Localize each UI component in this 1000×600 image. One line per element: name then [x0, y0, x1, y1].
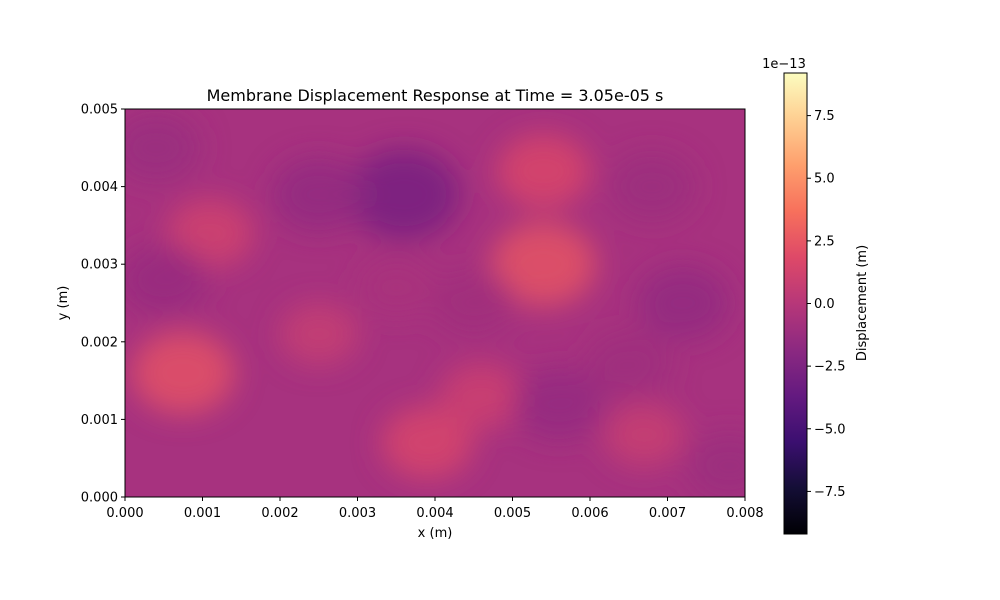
colorbar-tick-label: 2.5 [814, 234, 835, 249]
x-tick-label: 0.007 [649, 506, 686, 521]
heatmap-feature [608, 152, 696, 222]
x-tick-label: 0.003 [339, 506, 376, 521]
heatmap-feature [131, 331, 235, 415]
heatmap-features [125, 112, 745, 497]
colorbar-offset-text: 1e−13 [762, 57, 806, 72]
colorbar-tick-label: 5.0 [814, 172, 835, 187]
heatmap-feature [125, 243, 209, 316]
heatmap-feature [685, 431, 745, 497]
colorbar-label: Displacement (m) [855, 245, 870, 361]
x-tick-label: 0.004 [416, 506, 453, 521]
heatmap-feature [279, 303, 359, 365]
heatmap-feature [125, 112, 201, 183]
heatmap-feature [439, 363, 524, 430]
heatmap-feature [636, 265, 730, 341]
colorbar-tick-label: −7.5 [814, 485, 846, 500]
colorbar-tick-label: 0.0 [814, 297, 835, 312]
y-tick-label: 0.001 [81, 413, 118, 428]
heatmap-feature [491, 222, 596, 307]
heatmap-feature [431, 270, 516, 336]
y-axis-label: y (m) [56, 286, 71, 321]
y-axis: 0.000 0.001 0.002 0.003 0.004 0.005 [81, 103, 125, 506]
x-axis: 0.000 0.001 0.002 0.003 0.004 0.005 0.006 0.007… [106, 497, 764, 521]
heatmap-feature [357, 257, 436, 318]
y-tick-label: 0.004 [81, 180, 118, 195]
y-tick-label: 0.005 [81, 103, 118, 118]
x-tick-label: 0.002 [261, 506, 298, 521]
colorbar [783, 72, 808, 535]
heatmap-feature [347, 148, 461, 240]
x-axis-label: x (m) [418, 526, 453, 541]
y-tick-label: 0.003 [81, 258, 118, 273]
y-tick-label: 0.000 [81, 491, 118, 506]
colorbar-tick-label: −2.5 [814, 360, 846, 375]
y-tick-label: 0.002 [81, 335, 118, 350]
x-tick-label: 0.006 [571, 506, 608, 521]
heatmap-feature [585, 331, 672, 399]
x-tick-label: 0.005 [494, 506, 531, 521]
colorbar-tick-label: −5.0 [814, 422, 846, 437]
x-tick-label: 0.000 [106, 506, 143, 521]
heatmap-feature [603, 403, 685, 467]
x-tick-label: 0.001 [184, 506, 221, 521]
x-tick-label: 0.008 [726, 506, 763, 521]
colorbar-ticks: −7.5 −5.0 −2.5 0.0 2.5 5.0 7.5 [807, 109, 846, 500]
heatmap-feature [496, 133, 591, 209]
heatmap-feature [271, 157, 366, 232]
chart-title: Membrane Displacement Response at Time =… [207, 86, 664, 105]
heatmap-area [125, 109, 745, 497]
heatmap-feature [381, 406, 474, 480]
colorbar-tick-label: 7.5 [814, 109, 835, 124]
heatmap-feature [513, 367, 605, 441]
